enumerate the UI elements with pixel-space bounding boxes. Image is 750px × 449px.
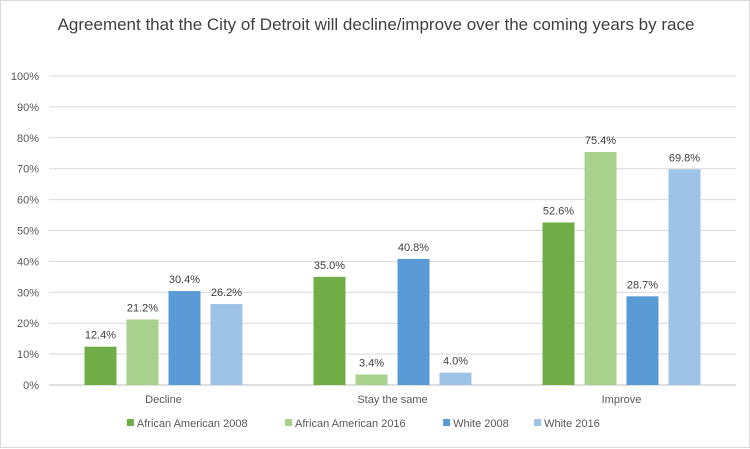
legend-swatch [443,419,451,426]
bar [313,276,346,385]
bar [168,291,201,385]
y-tick-label: 60% [17,195,39,207]
data-label: 28.7% [627,279,658,291]
x-category-label: Decline [145,394,182,406]
legend-label: White 2008 [453,418,509,430]
y-tick-label: 0% [23,380,39,392]
bar [126,319,159,385]
legend-swatch [126,419,134,426]
x-category-label: Improve [602,394,642,406]
data-label: 69.8% [669,152,700,164]
y-tick-label: 40% [17,256,39,268]
data-label: 75.4% [585,135,616,147]
y-tick-label: 90% [17,102,39,114]
data-label: 35.0% [314,260,345,272]
y-tick-label: 50% [17,226,39,238]
bar [668,169,701,385]
data-label: 26.2% [211,287,242,299]
data-label: 40.8% [398,242,429,254]
y-tick-label: 20% [17,318,39,330]
legend-label: White 2016 [544,418,600,430]
bar [626,296,659,385]
data-label: 4.0% [443,356,468,368]
data-label: 12.4% [85,330,116,342]
y-tick-label: 80% [17,133,39,145]
y-tick-label: 70% [17,164,39,176]
data-label: 3.4% [359,357,384,369]
data-label: 52.6% [543,205,574,217]
y-tick-label: 10% [17,349,39,361]
bar [397,258,430,385]
bar [355,374,388,385]
data-label: 30.4% [169,274,200,286]
legend-label: African American 2008 [137,418,248,430]
y-tick-label: 30% [17,287,39,299]
legend-swatch [285,419,292,426]
bar [584,152,617,385]
legend-swatch [534,419,542,426]
bar [210,304,243,385]
bar [84,346,117,385]
data-label: 21.2% [127,302,158,314]
x-category-label: Stay the same [357,394,427,406]
bar [542,222,575,385]
legend-label: African American 2016 [295,418,406,430]
chart-title: Agreement that the City of Detroit will … [57,15,695,34]
y-tick-label: 100% [11,71,39,83]
bar [439,372,472,385]
